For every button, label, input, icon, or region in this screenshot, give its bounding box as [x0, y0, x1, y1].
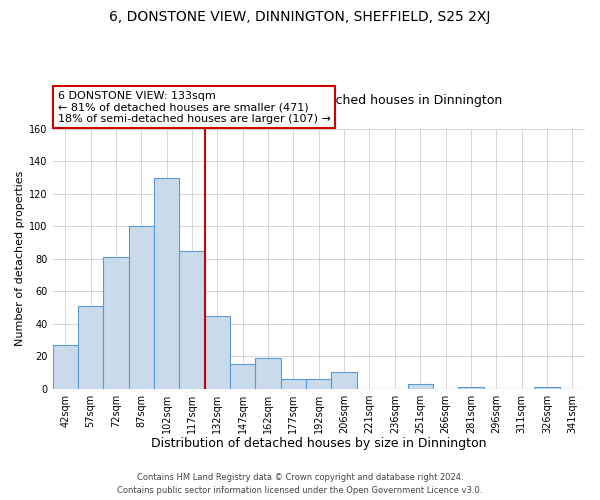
Bar: [78, 306, 103, 388]
Bar: [179, 250, 205, 388]
Text: Contains public sector information licensed under the Open Government Licence v3: Contains public sector information licen…: [118, 486, 482, 495]
Bar: [534, 387, 560, 388]
Bar: [53, 345, 78, 389]
Bar: [256, 358, 281, 388]
Bar: [281, 379, 306, 388]
Bar: [331, 372, 357, 388]
Bar: [306, 379, 331, 388]
Bar: [205, 316, 230, 388]
Y-axis label: Number of detached properties: Number of detached properties: [15, 171, 25, 346]
Bar: [128, 226, 154, 388]
Bar: [154, 178, 179, 388]
Bar: [458, 387, 484, 388]
Title: Size of property relative to detached houses in Dinnington: Size of property relative to detached ho…: [136, 94, 502, 107]
Bar: [103, 257, 128, 388]
X-axis label: Distribution of detached houses by size in Dinnington: Distribution of detached houses by size …: [151, 437, 487, 450]
Bar: [230, 364, 256, 388]
Text: Contains HM Land Registry data © Crown copyright and database right 2024.: Contains HM Land Registry data © Crown c…: [137, 474, 463, 482]
Text: 6 DONSTONE VIEW: 133sqm
← 81% of detached houses are smaller (471)
18% of semi-d: 6 DONSTONE VIEW: 133sqm ← 81% of detache…: [58, 90, 331, 124]
Text: 6, DONSTONE VIEW, DINNINGTON, SHEFFIELD, S25 2XJ: 6, DONSTONE VIEW, DINNINGTON, SHEFFIELD,…: [109, 10, 491, 24]
Bar: [407, 384, 433, 388]
